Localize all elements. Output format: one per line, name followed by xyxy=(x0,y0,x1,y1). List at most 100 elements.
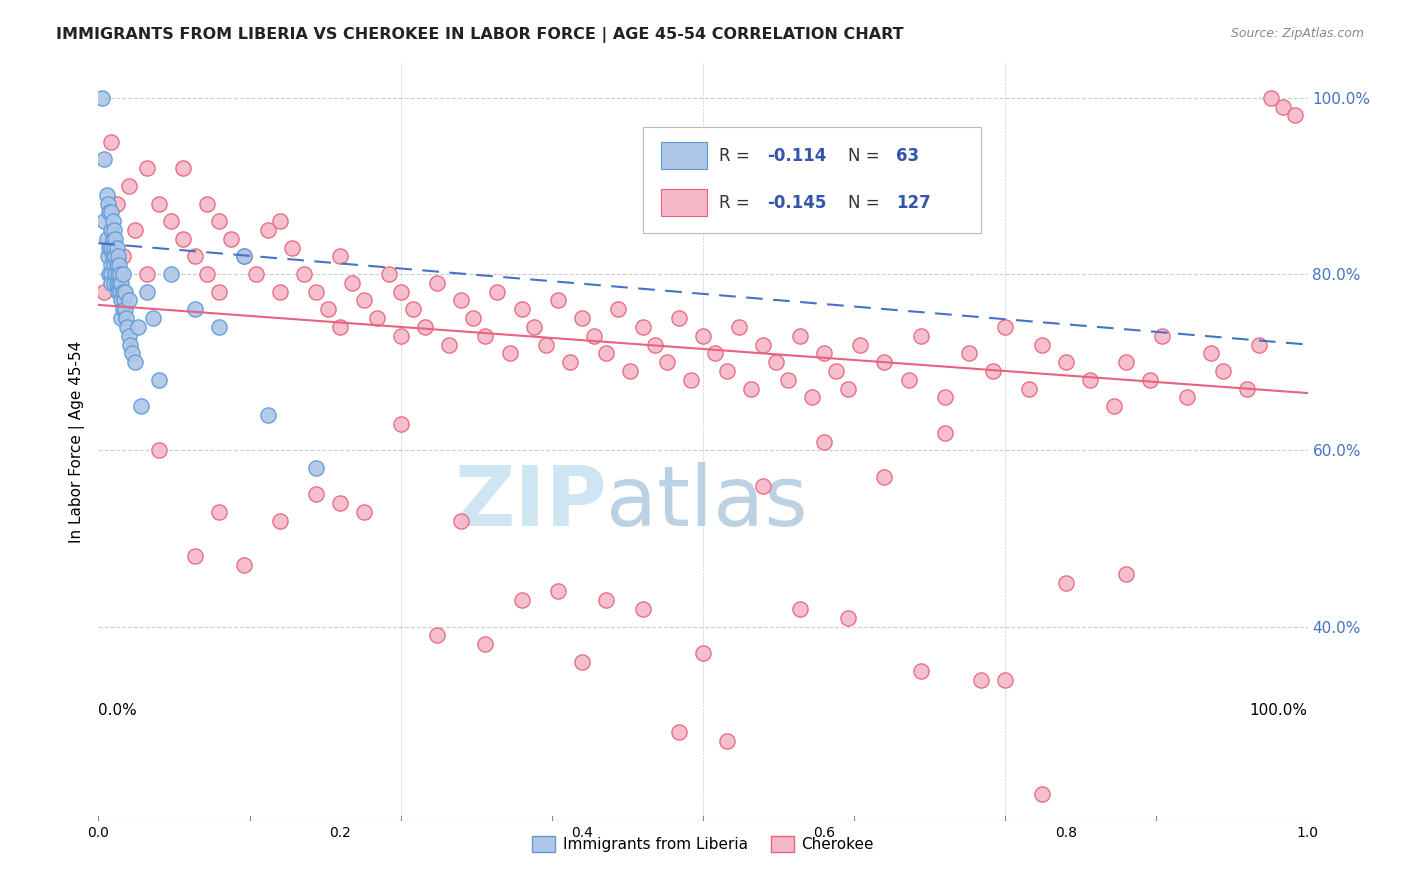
Point xyxy=(118,337,141,351)
Point xyxy=(558,355,581,369)
Text: 0.0%: 0.0% xyxy=(98,703,138,718)
Point xyxy=(208,505,231,519)
Point xyxy=(221,232,243,246)
Point xyxy=(463,311,485,326)
Text: -0.145: -0.145 xyxy=(768,194,827,211)
Point xyxy=(752,337,775,351)
Point xyxy=(103,276,125,290)
Point xyxy=(366,311,388,326)
Point xyxy=(97,249,120,263)
Point xyxy=(413,320,436,334)
Point xyxy=(160,214,183,228)
Point xyxy=(800,391,823,405)
Point xyxy=(353,505,375,519)
Point xyxy=(1199,346,1222,360)
Point xyxy=(100,276,122,290)
Point xyxy=(583,328,606,343)
Point xyxy=(342,276,364,290)
Point xyxy=(269,285,291,299)
Point xyxy=(118,293,141,308)
Point xyxy=(208,285,231,299)
Text: 100.0%: 100.0% xyxy=(1250,703,1308,718)
Point xyxy=(97,196,120,211)
Point xyxy=(389,417,412,431)
Point xyxy=(474,328,496,343)
Point xyxy=(981,364,1004,378)
Point xyxy=(631,320,654,334)
Point xyxy=(655,355,678,369)
Text: atlas: atlas xyxy=(606,462,808,542)
Point xyxy=(498,346,520,360)
Point xyxy=(571,655,593,669)
Point xyxy=(232,249,254,263)
Point xyxy=(402,302,425,317)
Point xyxy=(389,285,412,299)
Point xyxy=(510,593,533,607)
Point xyxy=(1054,355,1077,369)
Point xyxy=(994,673,1017,687)
Point xyxy=(135,267,157,281)
Point xyxy=(426,628,449,642)
Point xyxy=(172,161,194,176)
Point xyxy=(245,267,267,281)
Point xyxy=(934,391,956,405)
Point xyxy=(897,373,920,387)
Point xyxy=(160,267,183,281)
Text: 63: 63 xyxy=(897,146,920,165)
Point xyxy=(110,276,132,290)
Point xyxy=(668,311,690,326)
Text: N =: N = xyxy=(848,146,884,165)
Point xyxy=(232,249,254,263)
Point xyxy=(619,364,641,378)
Point xyxy=(108,276,131,290)
Point xyxy=(728,320,751,334)
Point xyxy=(108,285,131,299)
Point xyxy=(108,258,131,272)
Point xyxy=(1236,382,1258,396)
Point xyxy=(256,223,278,237)
Point xyxy=(129,399,152,413)
Point xyxy=(195,267,218,281)
Point xyxy=(679,373,702,387)
Point xyxy=(837,611,859,625)
Point xyxy=(148,373,170,387)
Point xyxy=(752,478,775,492)
Point xyxy=(103,241,125,255)
Point xyxy=(148,443,170,458)
Point xyxy=(813,346,835,360)
Point xyxy=(1102,399,1125,413)
Point xyxy=(377,267,399,281)
Point xyxy=(269,514,291,528)
Point xyxy=(426,276,449,290)
Point xyxy=(329,496,352,510)
Point xyxy=(1272,99,1295,113)
Point xyxy=(692,328,714,343)
Text: -0.114: -0.114 xyxy=(768,146,827,165)
Point xyxy=(305,461,328,475)
Point xyxy=(111,285,134,299)
Point xyxy=(692,646,714,660)
Text: Source: ZipAtlas.com: Source: ZipAtlas.com xyxy=(1230,27,1364,40)
Point xyxy=(1152,328,1174,343)
Point xyxy=(1284,108,1306,122)
Point xyxy=(101,249,124,263)
Point xyxy=(111,249,134,263)
Point xyxy=(789,602,811,616)
Point xyxy=(1078,373,1101,387)
Point xyxy=(292,267,315,281)
Point xyxy=(1139,373,1161,387)
Point xyxy=(108,267,131,281)
FancyBboxPatch shape xyxy=(643,127,981,233)
Point xyxy=(607,302,630,317)
Point xyxy=(450,514,472,528)
Point xyxy=(105,276,128,290)
Point xyxy=(232,558,254,572)
Point xyxy=(105,241,128,255)
Point xyxy=(107,249,129,263)
Point xyxy=(104,267,127,281)
Point xyxy=(100,135,122,149)
Point xyxy=(184,302,207,317)
Point xyxy=(1054,575,1077,590)
Point xyxy=(208,214,231,228)
Point xyxy=(316,302,339,317)
